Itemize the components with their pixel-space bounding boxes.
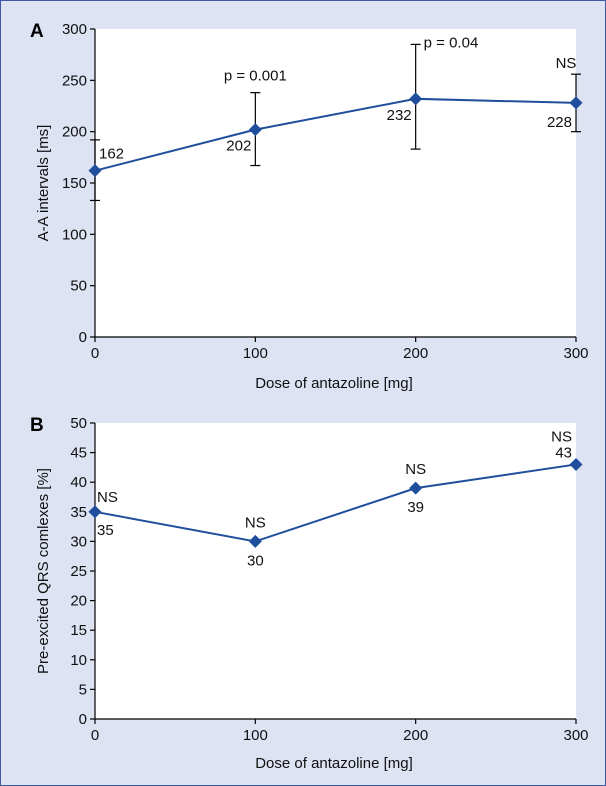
panel-b-annotation: NS: [97, 489, 118, 506]
panel-b-y-tick-label: 35: [70, 504, 87, 521]
panel-b-x-tick-label: 200: [403, 727, 428, 744]
panel-a-series-line: [94, 97, 577, 172]
panel-letter-b: B: [30, 415, 44, 436]
panel-b-y-tick-label: 45: [70, 445, 87, 462]
panel-b-y-tick-label: 40: [70, 474, 87, 491]
panel-letter-a: A: [30, 21, 44, 42]
panel-a-x-tick-label: 300: [563, 345, 588, 362]
panel-a-y-tick-label: 50: [70, 278, 87, 295]
panel-a-y-tick-label: 300: [62, 21, 87, 38]
panel-b-y-tick-label: 20: [70, 593, 87, 610]
panel-a-annotation: p = 0.001: [224, 68, 287, 85]
panel-a-y-tick-label: 200: [62, 124, 87, 141]
panel-b-y-tick-label: 25: [70, 563, 87, 580]
y-axis-title-b: Pre-excited QRS comlexes [%]: [35, 468, 52, 674]
panel-a-x-tick-label: 200: [403, 345, 428, 362]
panel-b-series-line: [94, 463, 577, 543]
panel-b-data-point: [248, 534, 262, 548]
panel-b-y-tick-label: 30: [70, 533, 87, 550]
plot-area-b: [95, 423, 576, 719]
panel-b-data-label: 39: [407, 499, 424, 516]
panel-a-y-tick-label: 150: [62, 175, 87, 192]
panel-a-annotation: p = 0.04: [424, 34, 479, 51]
panel-b-y-tick-label: 0: [79, 711, 87, 728]
panel-b: B Dose of antazoline [mg] Pre-excited QR…: [30, 415, 589, 772]
panel-b-x-tick-label: 0: [91, 727, 99, 744]
y-axis-title-a: A-A intervals [ms]: [35, 125, 52, 242]
panel-b-data-label: 35: [97, 522, 114, 539]
panel-a-data-label: 232: [387, 107, 412, 124]
x-axis-title-b: Dose of antazoline [mg]: [255, 755, 413, 772]
panel-b-y-tick-label: 10: [70, 652, 87, 669]
panel-b-data-point: [409, 481, 423, 495]
panel-b-data-label: 43: [555, 444, 572, 461]
panel-a-data-label: 202: [226, 138, 251, 155]
panel-a-data-point: [248, 123, 262, 137]
panel-a-y-tick-label: 250: [62, 72, 87, 89]
panel-a-x-tick-label: 0: [91, 345, 99, 362]
panel-b-y-tick-label: 50: [70, 415, 87, 432]
panel-a-y-tick-label: 100: [62, 226, 87, 243]
panel-a-data-point: [569, 96, 583, 110]
panel-b-y-tick-label: 15: [70, 622, 87, 639]
panel-a-data-label: 162: [99, 146, 124, 163]
panel-a: A Dose of antazoline [mg] A-A intervals …: [30, 21, 589, 392]
panel-b-annotation: NS: [551, 428, 572, 445]
panel-a-data-point: [409, 92, 423, 106]
plot-area-a: [95, 29, 576, 337]
panel-b-data-point: [569, 457, 583, 471]
panel-b-data-label: 30: [247, 552, 264, 569]
panel-a-y-tick-label: 0: [79, 329, 87, 346]
panel-b-x-tick-label: 300: [563, 727, 588, 744]
panel-b-data-point: [88, 505, 102, 519]
panel-b-annotation: NS: [405, 461, 426, 478]
panel-b-y-tick-label: 5: [79, 681, 87, 698]
panel-a-data-label: 228: [547, 114, 572, 131]
panel-a-data-point: [88, 164, 102, 178]
panel-a-x-tick-label: 100: [243, 345, 268, 362]
panel-b-x-tick-label: 100: [243, 727, 268, 744]
panel-a-annotation: NS: [556, 55, 577, 72]
x-axis-title-a: Dose of antazoline [mg]: [255, 375, 413, 392]
panel-b-annotation: NS: [245, 514, 266, 531]
